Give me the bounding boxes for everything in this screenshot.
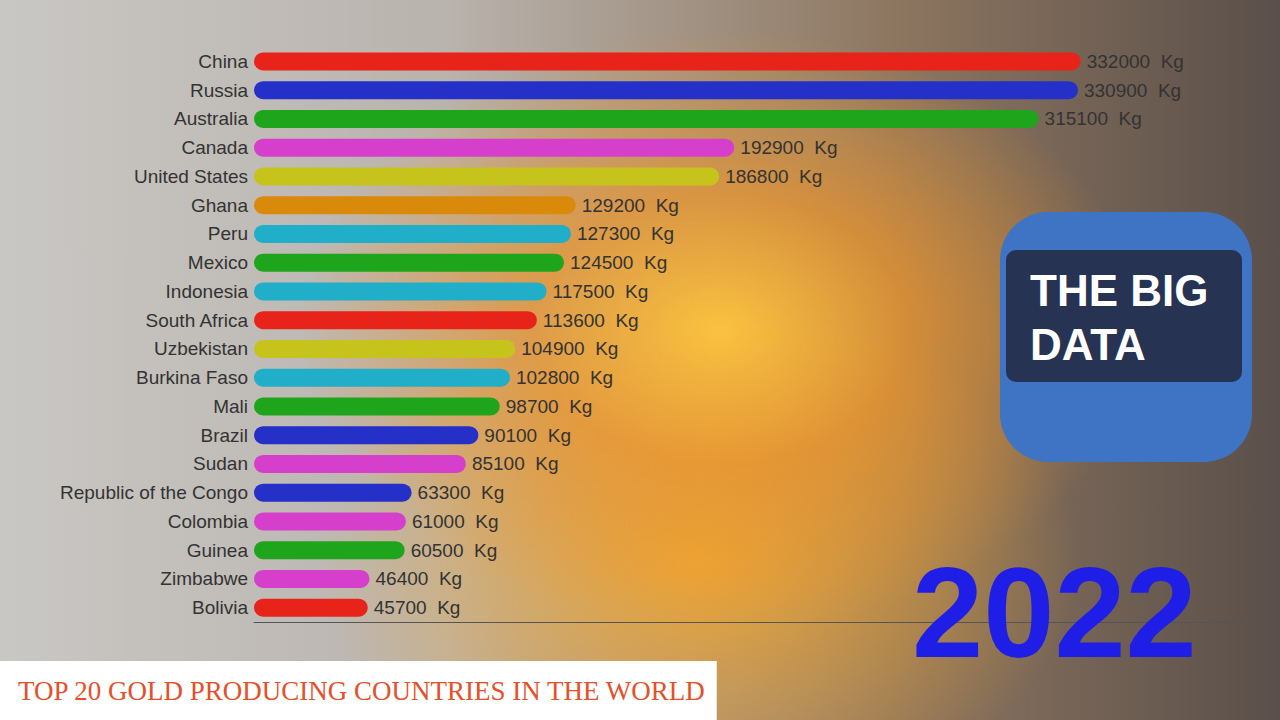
svg-text:THE BIG: THE BIG (1030, 266, 1208, 315)
svg-text:104900 Kg: 104900 Kg (521, 338, 618, 359)
svg-text:90100 Kg: 90100 Kg (484, 425, 571, 446)
svg-text:330900 Kg: 330900 Kg (1084, 80, 1181, 101)
svg-text:127300 Kg: 127300 Kg (577, 223, 674, 244)
svg-text:United States: United States (134, 166, 248, 187)
svg-text:Indonesia: Indonesia (166, 281, 249, 302)
svg-text:Uzbekistan: Uzbekistan (154, 338, 248, 359)
svg-text:102800 Kg: 102800 Kg (516, 367, 613, 388)
svg-text:Australia: Australia (174, 108, 248, 129)
svg-text:Brazil: Brazil (200, 425, 248, 446)
svg-text:DATA: DATA (1030, 320, 1146, 369)
svg-text:192900 Kg: 192900 Kg (740, 137, 837, 158)
svg-text:117500 Kg: 117500 Kg (553, 281, 649, 302)
svg-text:113600 Kg: 113600 Kg (543, 310, 639, 331)
svg-text:Guinea: Guinea (187, 540, 249, 561)
svg-text:46400 Kg: 46400 Kg (376, 568, 463, 589)
svg-text:Republic of the Congo: Republic of the Congo (60, 482, 248, 503)
svg-text:63300 Kg: 63300 Kg (418, 482, 505, 503)
svg-text:Ghana: Ghana (191, 195, 248, 216)
svg-text:124500 Kg: 124500 Kg (570, 252, 667, 273)
svg-text:315100 Kg: 315100 Kg (1045, 108, 1142, 129)
svg-text:TOP 20 GOLD PRODUCING COUNTRIE: TOP 20 GOLD PRODUCING COUNTRIES IN THE W… (18, 676, 705, 706)
svg-text:60500 Kg: 60500 Kg (411, 540, 498, 561)
svg-text:South Africa: South Africa (146, 310, 249, 331)
svg-text:332000 Kg: 332000 Kg (1087, 51, 1184, 72)
svg-text:Mexico: Mexico (188, 252, 248, 273)
svg-text:98700 Kg: 98700 Kg (506, 396, 593, 417)
svg-text:Peru: Peru (208, 223, 248, 244)
svg-text:Sudan: Sudan (193, 453, 248, 474)
svg-text:85100 Kg: 85100 Kg (472, 453, 559, 474)
svg-text:2022: 2022 (912, 541, 1197, 684)
svg-text:129200 Kg: 129200 Kg (582, 195, 679, 216)
svg-text:Russia: Russia (190, 80, 249, 101)
svg-text:61000 Kg: 61000 Kg (412, 511, 499, 532)
svg-text:Mali: Mali (213, 396, 248, 417)
svg-text:China: China (198, 51, 248, 72)
svg-text:Burkina Faso: Burkina Faso (136, 367, 248, 388)
svg-text:Zimbabwe: Zimbabwe (160, 568, 248, 589)
svg-text:Bolivia: Bolivia (192, 597, 248, 618)
svg-text:Canada: Canada (181, 137, 248, 158)
svg-text:45700 Kg: 45700 Kg (374, 597, 461, 618)
svg-text:Colombia: Colombia (168, 511, 249, 532)
svg-text:186800 Kg: 186800 Kg (725, 166, 822, 187)
